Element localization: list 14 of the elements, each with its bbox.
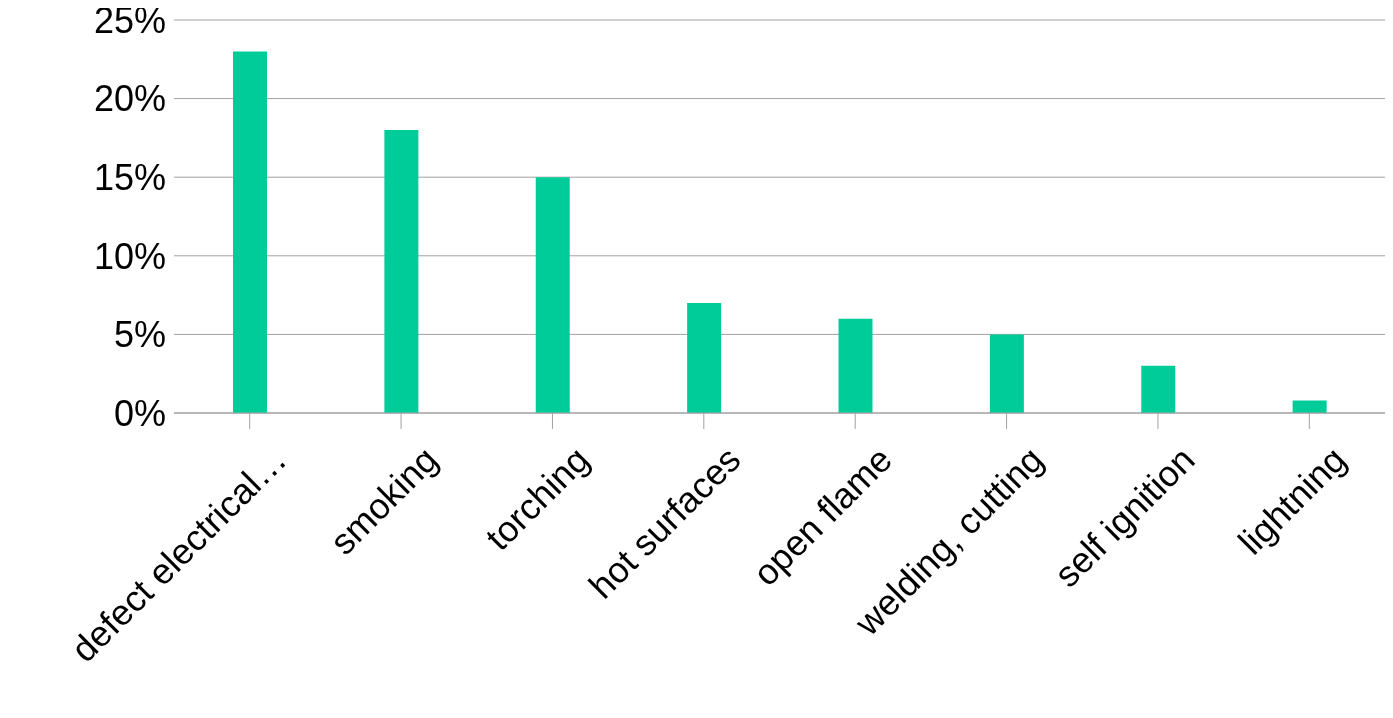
bar: [384, 130, 419, 413]
y-tick-label: 5%: [113, 314, 166, 356]
bar: [1292, 400, 1327, 413]
bar: [1141, 365, 1176, 413]
bar: [989, 334, 1024, 413]
y-tick-label: 25%: [93, 0, 166, 41]
bar: [535, 177, 570, 413]
y-tick-label: 15%: [93, 156, 166, 198]
bar: [233, 51, 267, 413]
bar: [838, 318, 873, 413]
bar: [687, 302, 722, 413]
y-tick-label: 10%: [93, 235, 166, 277]
y-tick-label: 20%: [93, 78, 166, 120]
y-tick-label: 0%: [113, 392, 166, 434]
